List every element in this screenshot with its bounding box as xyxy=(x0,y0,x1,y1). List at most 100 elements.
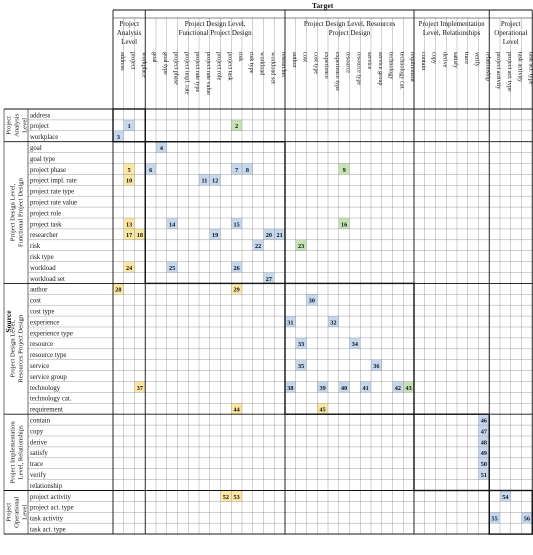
row-label: workplace xyxy=(30,134,58,141)
row-group-title: Level, Relationships xyxy=(18,425,25,480)
col-label: project impl. rate xyxy=(183,52,190,95)
cell-highlight xyxy=(242,163,253,175)
cell-highlight xyxy=(231,163,242,175)
cell-highlight xyxy=(199,174,210,186)
col-label: risk type xyxy=(248,52,255,74)
row-label: copy xyxy=(30,428,44,435)
cell-highlight xyxy=(220,490,232,502)
col-label: goal xyxy=(151,52,158,63)
cell-number: 46 xyxy=(481,418,487,425)
col-group-title: Project Design Level, Resources xyxy=(304,20,396,28)
col-group-title: Project xyxy=(501,20,521,28)
col-group-title: Project Design xyxy=(329,29,371,37)
cell-number: 45 xyxy=(320,407,326,414)
cell-number: 53 xyxy=(234,494,240,501)
col-label: derive xyxy=(441,52,448,68)
cell-number: 38 xyxy=(287,385,293,392)
col-label: experience type xyxy=(334,52,341,91)
cell-number: 25 xyxy=(169,265,175,272)
row-group-title: Level xyxy=(22,118,29,133)
col-label: author xyxy=(291,52,298,68)
cell-highlight xyxy=(113,130,124,142)
cell-number: 21 xyxy=(277,232,283,239)
row-label: goal xyxy=(30,145,42,152)
col-label: address xyxy=(119,52,126,71)
row-label: project xyxy=(30,123,49,130)
col-label: project act. type xyxy=(506,52,513,92)
cell-highlight xyxy=(349,337,361,349)
row-group-title: Project xyxy=(6,503,13,522)
col-label: task activity xyxy=(517,52,524,83)
row-label: experience type xyxy=(30,330,73,337)
cell-highlight xyxy=(338,218,350,229)
cell-highlight xyxy=(252,239,264,251)
diagonal-block xyxy=(284,282,415,415)
col-label: requirement xyxy=(409,52,416,82)
cell-highlight xyxy=(274,228,285,240)
cell-highlight xyxy=(209,228,221,240)
col-label: technology xyxy=(388,52,395,80)
cell-highlight xyxy=(285,316,296,327)
cell-number: 23 xyxy=(298,243,304,250)
row-label: relationship xyxy=(30,483,63,490)
cell-number: 36 xyxy=(373,363,379,370)
col-label: resource xyxy=(345,52,352,73)
cell-highlight xyxy=(360,381,371,393)
cell-number: 11 xyxy=(201,178,207,185)
row-label: project task xyxy=(30,221,62,228)
cell-highlight xyxy=(478,468,490,480)
cell-highlight xyxy=(317,403,328,415)
row-label: workload xyxy=(30,265,56,272)
cell-highlight xyxy=(123,228,135,240)
cell-highlight xyxy=(392,381,404,393)
col-label: verify xyxy=(474,52,481,68)
cell-number: 35 xyxy=(298,363,304,370)
cell-number: 13 xyxy=(126,221,132,228)
row-group-title: Level xyxy=(22,505,29,520)
cell-number: 29 xyxy=(234,287,240,294)
row-label: project activity xyxy=(30,494,72,501)
col-group-title: Level xyxy=(503,38,519,46)
row-label: task activity xyxy=(30,516,64,523)
cell-highlight xyxy=(231,403,242,415)
col-label: project phase xyxy=(173,52,180,85)
cell-number: 44 xyxy=(234,407,240,414)
cell-highlight xyxy=(123,261,135,273)
cell-number: 37 xyxy=(137,385,143,392)
col-label: researcher xyxy=(280,52,287,77)
cell-highlight xyxy=(295,337,307,349)
row-label: project rate value xyxy=(30,200,77,207)
row-label: experience xyxy=(30,319,59,326)
cell-highlight xyxy=(156,141,167,153)
cell-highlight xyxy=(478,436,490,447)
col-label: contain xyxy=(420,52,427,70)
col-label: trace xyxy=(463,52,470,64)
col-group-title: Level, Relationships xyxy=(423,29,481,37)
col-group-title: Level xyxy=(121,38,137,46)
cell-number: 34 xyxy=(352,341,358,348)
cell-number: 2 xyxy=(235,123,238,130)
cell-highlight xyxy=(123,218,135,229)
diagonal-block xyxy=(413,413,490,492)
cell-number: 54 xyxy=(502,494,508,501)
row-group-title: Project Design Level, xyxy=(10,320,17,378)
cell-highlight xyxy=(295,239,307,251)
cell-number: 50 xyxy=(481,461,487,468)
row-label: service xyxy=(30,363,49,370)
cell-number: 4 xyxy=(160,145,163,152)
cell-highlight xyxy=(123,119,135,131)
cell-number: 20 xyxy=(266,232,272,239)
col-label: cost type xyxy=(312,52,319,74)
row-label: researcher xyxy=(30,232,59,239)
cell-highlight xyxy=(231,218,242,229)
cell-highlight xyxy=(306,294,318,306)
cell-highlight xyxy=(263,272,275,284)
cell-highlight xyxy=(145,163,156,175)
cell-highlight xyxy=(295,359,307,371)
cell-number: 15 xyxy=(234,221,240,228)
col-label: cost xyxy=(302,52,309,62)
col-label: project rate type xyxy=(194,52,201,92)
row-label: project act. type xyxy=(30,505,74,512)
col-label: project xyxy=(130,52,137,69)
